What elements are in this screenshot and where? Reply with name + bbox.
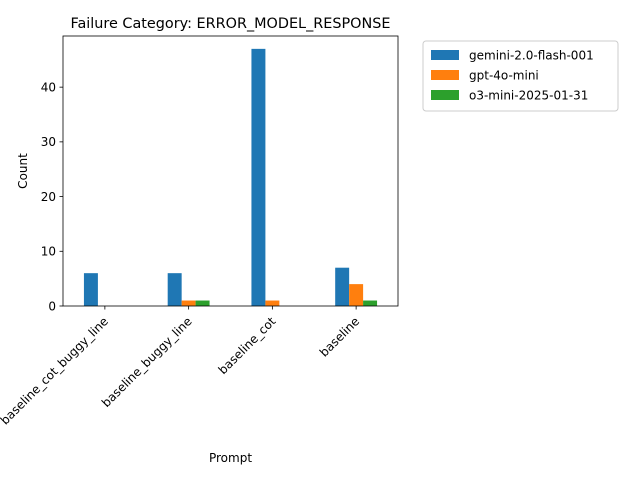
y-axis-label: Count: [16, 153, 30, 189]
x-axis: baseline_cot_buggy_linebaseline_buggy_li…: [0, 306, 362, 427]
bar-gpt-4o-mini-baseline_buggy_line: [181, 300, 196, 306]
legend-swatch-o3-mini-2025-01-31: [431, 90, 459, 100]
bar-gemini-2.0-flash-001-baseline_cot_buggy_line: [83, 273, 98, 306]
y-tick-label: 30: [41, 135, 56, 149]
legend: gemini-2.0-flash-001 gpt-4o-mini o3-mini-2…: [422, 40, 619, 112]
x-axis-label: Prompt: [209, 451, 252, 465]
bar-gemini-2.0-flash-001-baseline_cot: [251, 48, 266, 307]
legend-swatch-gpt-4o-mini: [431, 70, 459, 80]
bar-gemini-2.0-flash-001-baseline: [335, 267, 350, 306]
plot-area: [62, 35, 399, 307]
y-axis: 0 10 20 30 40: [41, 80, 63, 313]
legend-swatch-gemini-2.0-flash-001: [431, 50, 459, 60]
bar-o3-mini-2025-01-31-baseline: [363, 300, 378, 306]
plot-frame: [62, 35, 399, 307]
x-tick-label: baseline_cot_buggy_line: [0, 314, 111, 427]
x-tick-label: baseline_cot: [216, 314, 279, 377]
legend-label: o3-mini-2025-01-31: [469, 89, 588, 103]
bar-o3-mini-2025-01-31-baseline_buggy_line: [195, 300, 210, 306]
bar-gpt-4o-mini-baseline_cot: [265, 300, 280, 306]
x-tick-label: baseline_buggy_line: [99, 314, 195, 410]
x-tick-label: baseline: [317, 314, 362, 359]
y-tick-label: 10: [41, 245, 56, 259]
y-tick-label: 0: [48, 299, 56, 313]
legend-label: gemini-2.0-flash-001: [469, 49, 594, 63]
y-tick-label: 40: [41, 80, 56, 94]
bar-gpt-4o-mini-baseline: [349, 284, 364, 306]
chart-title: Failure Category: ERROR_MODEL_RESPONSE: [71, 16, 391, 32]
y-tick-label: 20: [41, 190, 56, 204]
legend-label: gpt-4o-mini: [469, 69, 539, 83]
bar-gemini-2.0-flash-001-baseline_buggy_line: [167, 273, 182, 306]
legend-box: [422, 40, 619, 112]
